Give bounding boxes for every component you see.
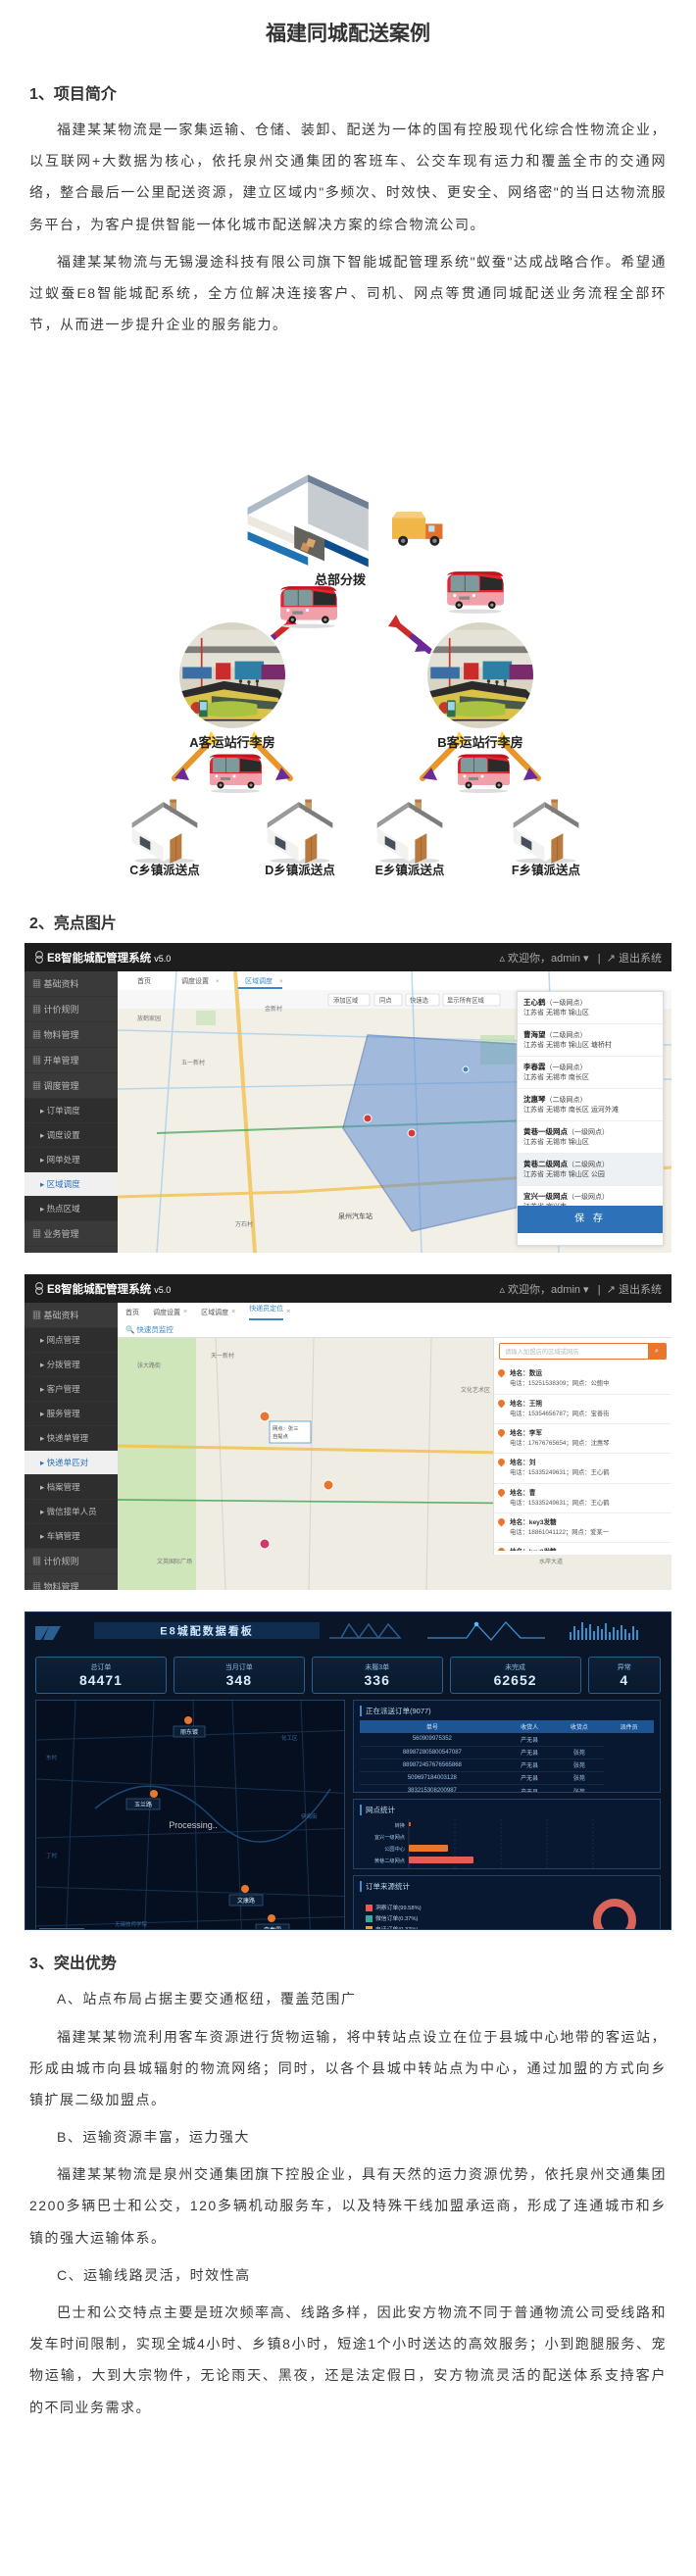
svg-text:文化艺术区: 文化艺术区 [461, 1386, 490, 1394]
svg-text:伊鸣街: 伊鸣街 [301, 1812, 318, 1820]
svg-text:C乡镇派送点: C乡镇派送点 [129, 863, 200, 877]
svg-text:Processing..: Processing.. [169, 1820, 218, 1830]
svg-text:文英国际广场: 文英国际广场 [157, 1558, 192, 1565]
svg-text:丽东镀: 丽东镀 [180, 1728, 198, 1736]
svg-text:×: × [279, 979, 283, 985]
svg-text:E乡镇派送点: E乡镇派送点 [375, 863, 445, 877]
svg-text:调度设置: 调度设置 [181, 976, 209, 985]
svg-text:转换: 转换 [395, 1821, 406, 1829]
svg-text:自提点: 自提点 [273, 1432, 289, 1440]
svg-text:黄巷二级网点: 黄巷二级网点 [374, 1857, 405, 1864]
svg-text:东村: 东村 [46, 1754, 58, 1761]
svg-text:玉兰路: 玉兰路 [134, 1801, 152, 1808]
svg-text:×: × [216, 979, 220, 985]
svg-text:万石村: 万石村 [235, 1220, 253, 1228]
svg-text:文康路: 文康路 [237, 1897, 255, 1905]
svg-text:F乡镇派送点: F乡镇派送点 [512, 863, 581, 877]
svg-text:首页: 首页 [137, 976, 151, 985]
svg-text:添加区域: 添加区域 [333, 996, 359, 1005]
svg-text:天一新村: 天一新村 [211, 1352, 234, 1360]
svg-text:张大路街: 张大路街 [137, 1362, 161, 1369]
svg-text:区域调度: 区域调度 [245, 976, 273, 985]
svg-text:B客运站行李房: B客运站行李房 [437, 735, 522, 750]
svg-text:公园中心: 公园中心 [384, 1845, 405, 1853]
svg-text:D乡镇派送点: D乡镇派送点 [265, 863, 335, 877]
svg-text:放鹤家园: 放鹤家园 [137, 1015, 161, 1022]
svg-text:总部分拨: 总部分拨 [315, 572, 367, 587]
svg-text:E8城配数据看板: E8城配数据看板 [160, 1624, 253, 1638]
svg-text:五一新村: 五一新村 [181, 1059, 205, 1066]
svg-text:无锡技师学院: 无锡技师学院 [115, 1920, 148, 1928]
svg-text:同点: 同点 [379, 997, 392, 1005]
svg-text:宜兴一级网点: 宜兴一级网点 [374, 1833, 405, 1841]
svg-text:泉州汽车站: 泉州汽车站 [338, 1212, 373, 1220]
svg-text:黄巷一级网点: 黄巷一级网点 [374, 1868, 405, 1869]
svg-text:水岸大道: 水岸大道 [539, 1558, 563, 1565]
svg-text:金新村: 金新村 [265, 1005, 282, 1013]
svg-text:A客运站行李房: A客运站行李房 [189, 735, 274, 750]
svg-text:显示所有区域: 显示所有区域 [447, 996, 484, 1005]
svg-text:化工区: 化工区 [281, 1734, 298, 1742]
svg-text:丁村: 丁村 [46, 1852, 58, 1859]
svg-text:网点：张三: 网点：张三 [273, 1424, 299, 1432]
